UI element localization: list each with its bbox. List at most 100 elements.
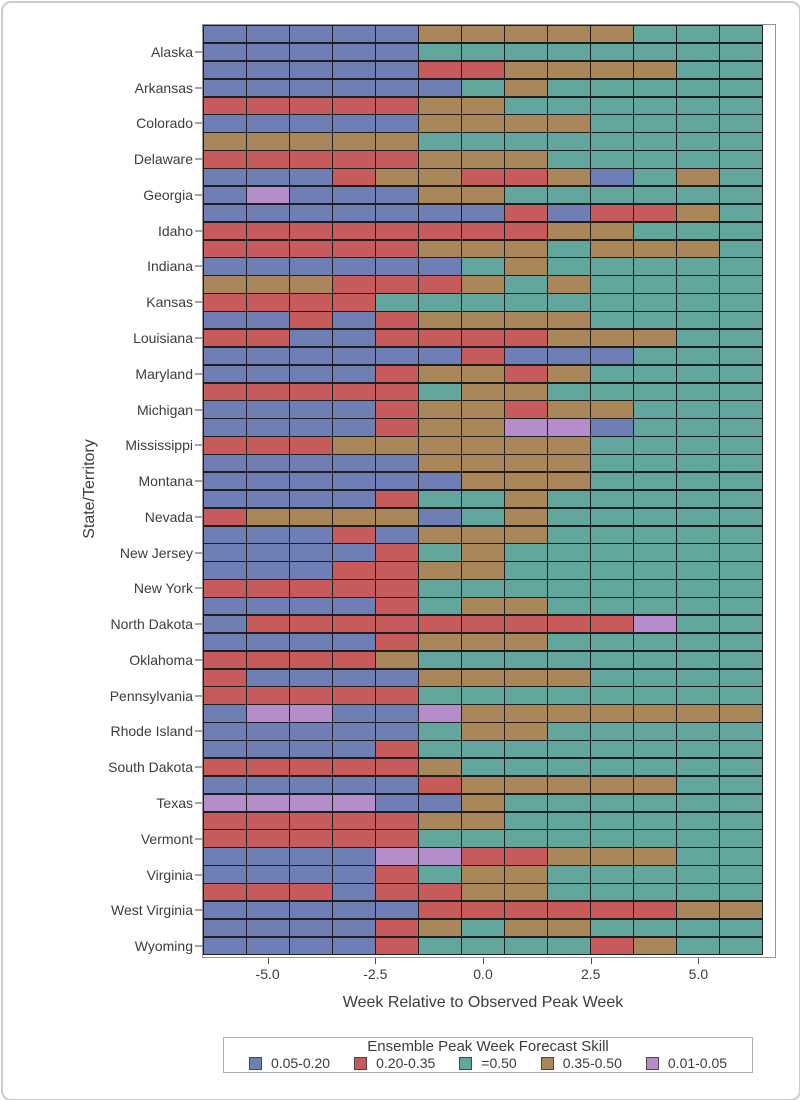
heatmap-cell (204, 365, 246, 382)
heatmap-cell (333, 830, 375, 847)
heatmap-cell (462, 830, 504, 847)
legend: Ensemble Peak Week Forecast Skill 0.05-0… (223, 1037, 753, 1073)
heatmap-cell (204, 723, 246, 740)
heatmap-cell (419, 419, 461, 436)
heatmap-cell (204, 919, 246, 937)
heatmap-cell (419, 544, 461, 561)
heatmap-cell (376, 61, 418, 79)
heatmap-cell (247, 776, 289, 794)
heatmap-cell (548, 294, 590, 311)
x-axis-ticks (203, 958, 763, 964)
heatmap-cell (462, 615, 504, 633)
y-tick-mark (195, 802, 202, 804)
heatmap-cell (247, 455, 289, 472)
heatmap-cell (333, 812, 375, 829)
heatmap-cell (634, 598, 676, 615)
heatmap-cell (204, 151, 246, 168)
heatmap-cell (376, 419, 418, 436)
heatmap-cell (720, 848, 762, 865)
heatmap-cell (548, 615, 590, 633)
heatmap-cell (720, 598, 762, 615)
heatmap-cell (505, 115, 547, 132)
heatmap-cell (204, 705, 246, 722)
heatmap-cell (634, 115, 676, 132)
heatmap-cell (419, 669, 461, 686)
y-axis-label: Indiana (147, 258, 193, 275)
heatmap-cell (204, 383, 246, 400)
heatmap-cell (204, 651, 246, 668)
heatmap-cell (677, 437, 719, 454)
heatmap-cell (247, 884, 289, 901)
heatmap-cell (462, 490, 504, 508)
heatmap-cell (677, 455, 719, 472)
heatmap-cell (333, 669, 375, 686)
heatmap-cell (247, 633, 289, 651)
heatmap-cell (376, 937, 418, 954)
heatmap-cell (505, 365, 547, 382)
heatmap-cell (462, 186, 504, 204)
heatmap-cell (505, 669, 547, 686)
heatmap-cell (591, 758, 633, 776)
heatmap-cell (720, 97, 762, 114)
heatmap-cell (462, 43, 504, 61)
heatmap-cell (462, 401, 504, 418)
heatmap-cell (247, 401, 289, 418)
heatmap-cell (419, 79, 461, 96)
y-tick-mark (195, 623, 202, 625)
heatmap-cell (591, 866, 633, 883)
y-axis-label: Virginia (146, 866, 193, 883)
heatmap-cell (677, 633, 719, 651)
heatmap-cell (548, 222, 590, 239)
heatmap-cell (462, 848, 504, 865)
heatmap-cell (204, 43, 246, 61)
heatmap-cell (462, 884, 504, 901)
heatmap-cell (720, 133, 762, 150)
heatmap-cell (505, 169, 547, 186)
heatmap-cell (419, 133, 461, 150)
heatmap-cell (462, 758, 504, 776)
y-tick-mark (195, 230, 202, 232)
heatmap-cell (677, 812, 719, 829)
heatmap-cell (419, 312, 461, 329)
heatmap-cell (548, 812, 590, 829)
heatmap-cell (548, 240, 590, 257)
y-tick-mark (195, 766, 202, 768)
heatmap-cell (634, 26, 676, 43)
heatmap-cell (462, 472, 504, 490)
heatmap-cell (462, 79, 504, 96)
heatmap-cell (204, 97, 246, 114)
heatmap-cell (505, 633, 547, 651)
heatmap-cell (333, 544, 375, 561)
heatmap-cell (634, 437, 676, 454)
heatmap-cell (634, 204, 676, 222)
heatmap-cell (505, 472, 547, 490)
heatmap-cell (548, 794, 590, 811)
heatmap-cell (333, 151, 375, 168)
heatmap-cell (677, 347, 719, 365)
heatmap-cell (419, 240, 461, 257)
y-axis-title: State/Territory (81, 439, 98, 539)
heatmap-cell (720, 866, 762, 883)
heatmap-cell (376, 222, 418, 239)
heatmap-cell (462, 419, 504, 436)
heatmap-cell (720, 240, 762, 257)
heatmap-cell (376, 830, 418, 847)
heatmap-cell (505, 937, 547, 954)
heatmap-cell (462, 687, 504, 704)
heatmap-cell (677, 204, 719, 222)
heatmap-cell (548, 937, 590, 954)
heatmap-cell (677, 615, 719, 633)
heatmap-cell (376, 615, 418, 633)
heatmap-cell (591, 26, 633, 43)
heatmap-cell (376, 169, 418, 186)
heatmap-cell (548, 562, 590, 579)
heatmap-cell (419, 276, 461, 293)
heatmap-cell (591, 204, 633, 222)
heatmap-cell (720, 526, 762, 543)
heatmap-cell (333, 312, 375, 329)
heatmap-cell (505, 240, 547, 257)
heatmap-cell (247, 258, 289, 275)
y-tick-mark (195, 909, 202, 911)
heatmap-cell (333, 758, 375, 776)
heatmap-cell (548, 169, 590, 186)
